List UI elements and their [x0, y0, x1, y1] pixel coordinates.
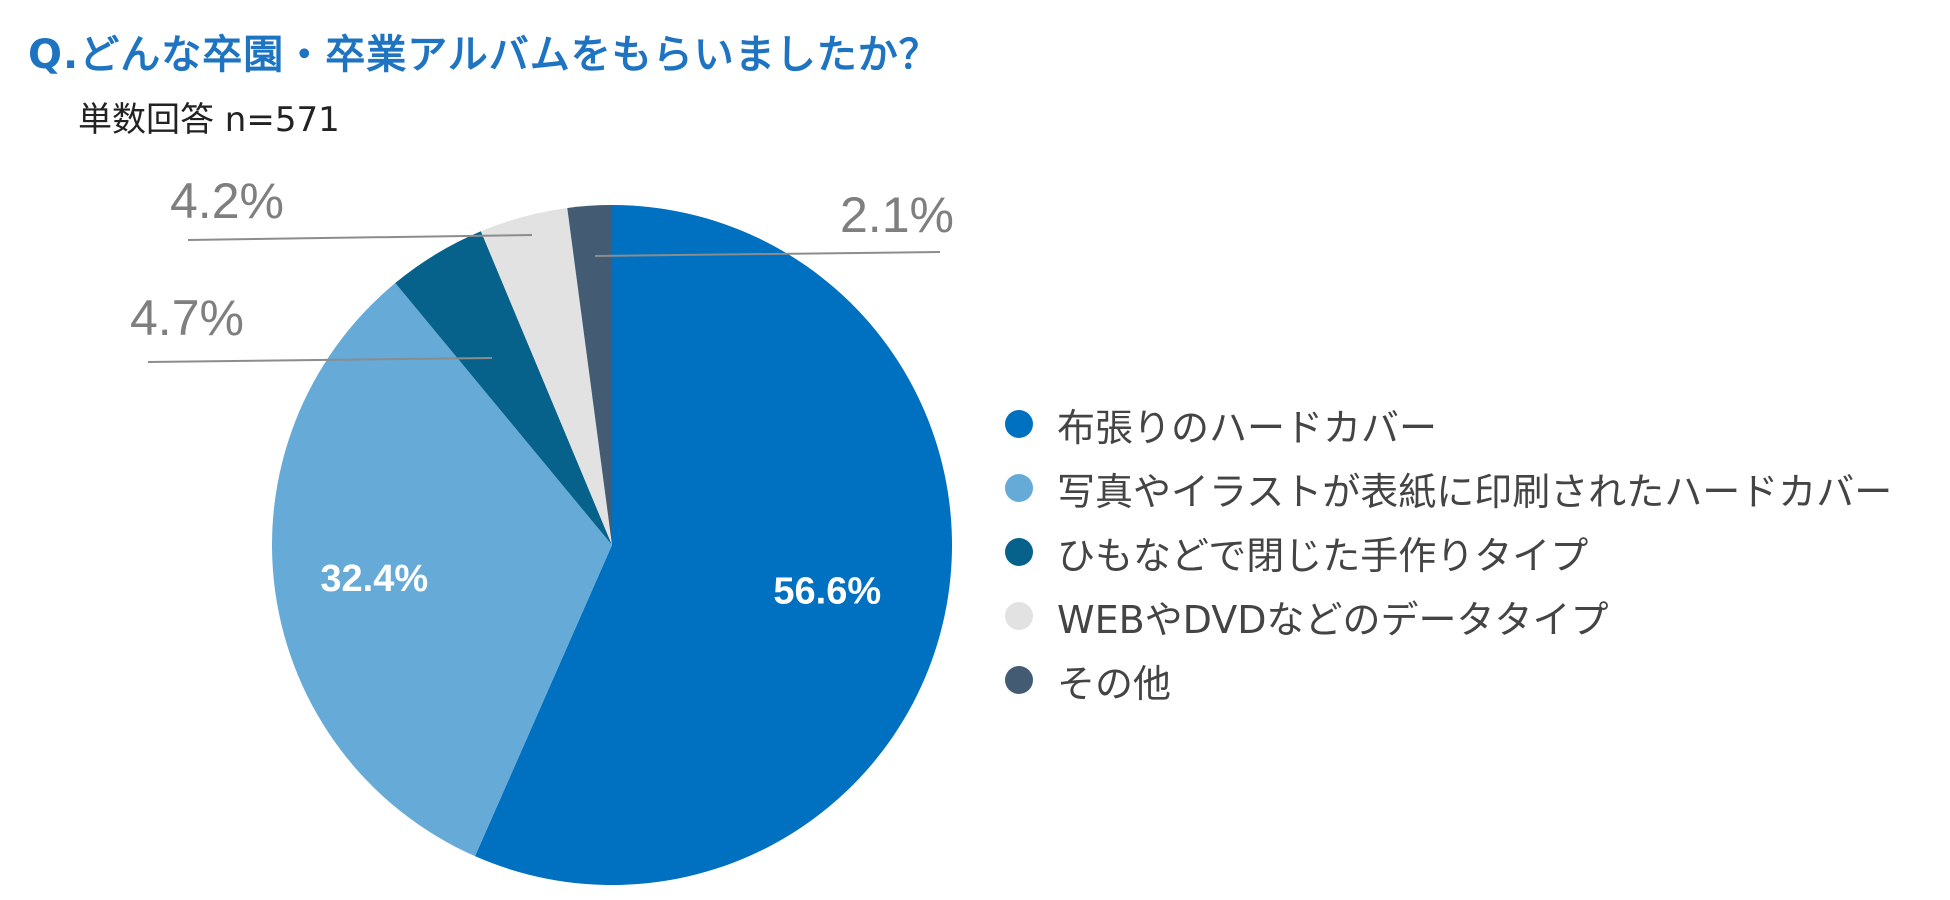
leader-line [594, 251, 941, 257]
slice-cloth-hardcover [475, 205, 952, 885]
legend-dot [1005, 602, 1033, 630]
data-label: 2.1% [840, 187, 954, 243]
data-label: 32.4% [320, 558, 428, 600]
legend-item: 写真やイラストが表紙に印刷されたハードカバー [1005, 456, 1892, 520]
slice-printed-hardcover [272, 283, 612, 857]
slice-data-type [480, 207, 612, 546]
legend-label: ひもなどで閉じた手作りタイプ [1057, 533, 1589, 578]
legend-dot [1005, 538, 1033, 566]
leader-line [147, 357, 493, 363]
legend-label: WEBやDVDなどのデータタイプ [1057, 597, 1609, 642]
legend-dot [1005, 666, 1033, 694]
pie-slices [272, 205, 952, 885]
data-label: 56.6% [773, 570, 881, 612]
legend-dot [1005, 474, 1033, 502]
slice-other [567, 205, 612, 545]
chart-title: Q.どんな卒園・卒業アルバムをもらいましたか？ [28, 32, 940, 78]
data-label: 4.7% [130, 290, 244, 346]
legend-label: 布張りのハードカバー [1057, 405, 1438, 450]
legend: 布張りのハードカバー 写真やイラストが表紙に印刷されたハードカバー ひもなどで閉… [1005, 392, 1892, 712]
data-label: 4.2% [170, 173, 284, 229]
leader-line [187, 234, 533, 241]
legend-label: 写真やイラストが表紙に印刷されたハードカバー [1057, 469, 1893, 514]
legend-label: その他 [1057, 661, 1172, 706]
legend-item: WEBやDVDなどのデータタイプ [1005, 584, 1892, 648]
legend-item: その他 [1005, 648, 1892, 712]
chart-subtitle: 単数回答 n=571 [78, 100, 340, 140]
legend-dot [1005, 410, 1033, 438]
legend-item: 布張りのハードカバー [1005, 392, 1892, 456]
slice-handmade [395, 231, 612, 546]
pie-labels: 56.6% 32.4% 4.7% 4.2% 2.1% [130, 173, 954, 612]
legend-item: ひもなどで閉じた手作りタイプ [1005, 520, 1892, 584]
